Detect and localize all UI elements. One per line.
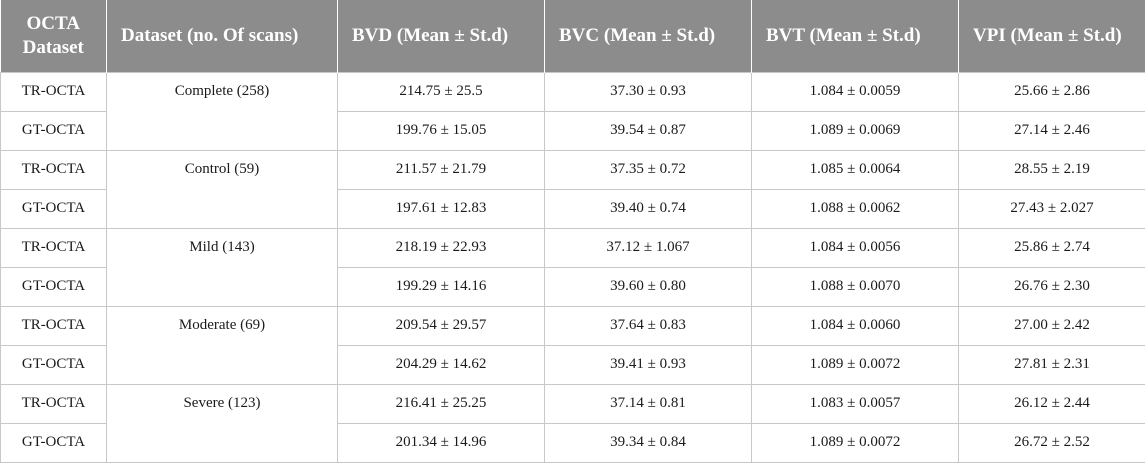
vpi-cell: 25.66 ± 2.86 xyxy=(958,71,1145,112)
header-bvd: BVD (Mean ± St.d) xyxy=(337,0,545,72)
bvd-cell: 199.76 ± 15.05 xyxy=(337,110,545,151)
bvt-cell: 1.089 ± 0.0069 xyxy=(751,110,959,151)
bvt-cell: 1.083 ± 0.0057 xyxy=(751,383,959,424)
table-row: GT-OCTA 199.76 ± 15.05 39.54 ± 0.87 1.08… xyxy=(0,110,1145,151)
bvc-cell: 39.41 ± 0.93 xyxy=(544,344,752,385)
bvc-cell: 37.14 ± 0.81 xyxy=(544,383,752,424)
bvt-cell: 1.089 ± 0.0072 xyxy=(751,344,959,385)
bvd-cell: 214.75 ± 25.5 xyxy=(337,71,545,112)
octa-type-cell: GT-OCTA xyxy=(0,422,107,463)
octa-type-cell: TR-OCTA xyxy=(0,71,107,112)
vpi-cell: 27.81 ± 2.31 xyxy=(958,344,1145,385)
bvt-cell: 1.088 ± 0.0070 xyxy=(751,266,959,307)
vpi-cell: 26.72 ± 2.52 xyxy=(958,422,1145,463)
table-row: GT-OCTA 199.29 ± 14.16 39.60 ± 0.80 1.08… xyxy=(0,266,1145,307)
bvd-cell: 197.61 ± 12.83 xyxy=(337,188,545,229)
header-bvc: BVC (Mean ± St.d) xyxy=(544,0,752,72)
octa-type-cell: TR-OCTA xyxy=(0,227,107,268)
octa-type-cell: GT-OCTA xyxy=(0,344,107,385)
vpi-cell: 27.14 ± 2.46 xyxy=(958,110,1145,151)
group-name-cell: Severe (123) xyxy=(106,383,338,463)
vpi-cell: 27.43 ± 2.027 xyxy=(958,188,1145,229)
bvc-cell: 37.64 ± 0.83 xyxy=(544,305,752,346)
octa-type-cell: TR-OCTA xyxy=(0,305,107,346)
table-row: TR-OCTA Severe (123) 216.41 ± 25.25 37.1… xyxy=(0,383,1145,463)
table-row: TR-OCTA Complete (258) 214.75 ± 25.5 37.… xyxy=(0,71,1145,151)
header-dataset-scans: Dataset (no. Of scans) xyxy=(106,0,338,72)
bvd-cell: 201.34 ± 14.96 xyxy=(337,422,545,463)
bvc-cell: 39.34 ± 0.84 xyxy=(544,422,752,463)
group-name-cell: Control (59) xyxy=(106,149,338,229)
vpi-cell: 27.00 ± 2.42 xyxy=(958,305,1145,346)
vpi-cell: 28.55 ± 2.19 xyxy=(958,149,1145,190)
vpi-cell: 26.76 ± 2.30 xyxy=(958,266,1145,307)
bvc-cell: 37.35 ± 0.72 xyxy=(544,149,752,190)
header-bvt: BVT (Mean ± St.d) xyxy=(751,0,959,72)
group-name-cell: Moderate (69) xyxy=(106,305,338,385)
octa-type-cell: GT-OCTA xyxy=(0,188,107,229)
octa-type-cell: TR-OCTA xyxy=(0,383,107,424)
octa-type-cell: GT-OCTA xyxy=(0,266,107,307)
table-row: GT-OCTA 201.34 ± 14.96 39.34 ± 0.84 1.08… xyxy=(0,422,1145,463)
bvt-cell: 1.088 ± 0.0062 xyxy=(751,188,959,229)
table-row: GT-OCTA 197.61 ± 12.83 39.40 ± 0.74 1.08… xyxy=(0,188,1145,229)
vpi-cell: 26.12 ± 2.44 xyxy=(958,383,1145,424)
bvt-cell: 1.089 ± 0.0072 xyxy=(751,422,959,463)
header-row: OCTA Dataset Dataset (no. Of scans) BVD … xyxy=(0,0,1145,72)
bvc-cell: 37.12 ± 1.067 xyxy=(544,227,752,268)
bvd-cell: 209.54 ± 29.57 xyxy=(337,305,545,346)
octa-type-cell: GT-OCTA xyxy=(0,110,107,151)
table-row: TR-OCTA Control (59) 211.57 ± 21.79 37.3… xyxy=(0,149,1145,229)
bvd-cell: 204.29 ± 14.62 xyxy=(337,344,545,385)
bvc-cell: 39.60 ± 0.80 xyxy=(544,266,752,307)
table-row: GT-OCTA 204.29 ± 14.62 39.41 ± 0.93 1.08… xyxy=(0,344,1145,385)
table-row: TR-OCTA Mild (143) 218.19 ± 22.93 37.12 … xyxy=(0,227,1145,307)
group-name-cell: Mild (143) xyxy=(106,227,338,307)
header-vpi: VPI (Mean ± St.d) xyxy=(958,0,1145,72)
bvt-cell: 1.084 ± 0.0059 xyxy=(751,71,959,112)
header-octa-dataset: OCTA Dataset xyxy=(0,0,107,72)
bvd-cell: 216.41 ± 25.25 xyxy=(337,383,545,424)
bvc-cell: 37.30 ± 0.93 xyxy=(544,71,752,112)
octa-type-cell: TR-OCTA xyxy=(0,149,107,190)
bvt-cell: 1.085 ± 0.0064 xyxy=(751,149,959,190)
bvd-cell: 211.57 ± 21.79 xyxy=(337,149,545,190)
group-name-cell: Complete (258) xyxy=(106,71,338,151)
bvd-cell: 199.29 ± 14.16 xyxy=(337,266,545,307)
vpi-cell: 25.86 ± 2.74 xyxy=(958,227,1145,268)
bvc-cell: 39.54 ± 0.87 xyxy=(544,110,752,151)
bvd-cell: 218.19 ± 22.93 xyxy=(337,227,545,268)
bvc-cell: 39.40 ± 0.74 xyxy=(544,188,752,229)
bvt-cell: 1.084 ± 0.0060 xyxy=(751,305,959,346)
table-row: TR-OCTA Moderate (69) 209.54 ± 29.57 37.… xyxy=(0,305,1145,385)
bvt-cell: 1.084 ± 0.0056 xyxy=(751,227,959,268)
